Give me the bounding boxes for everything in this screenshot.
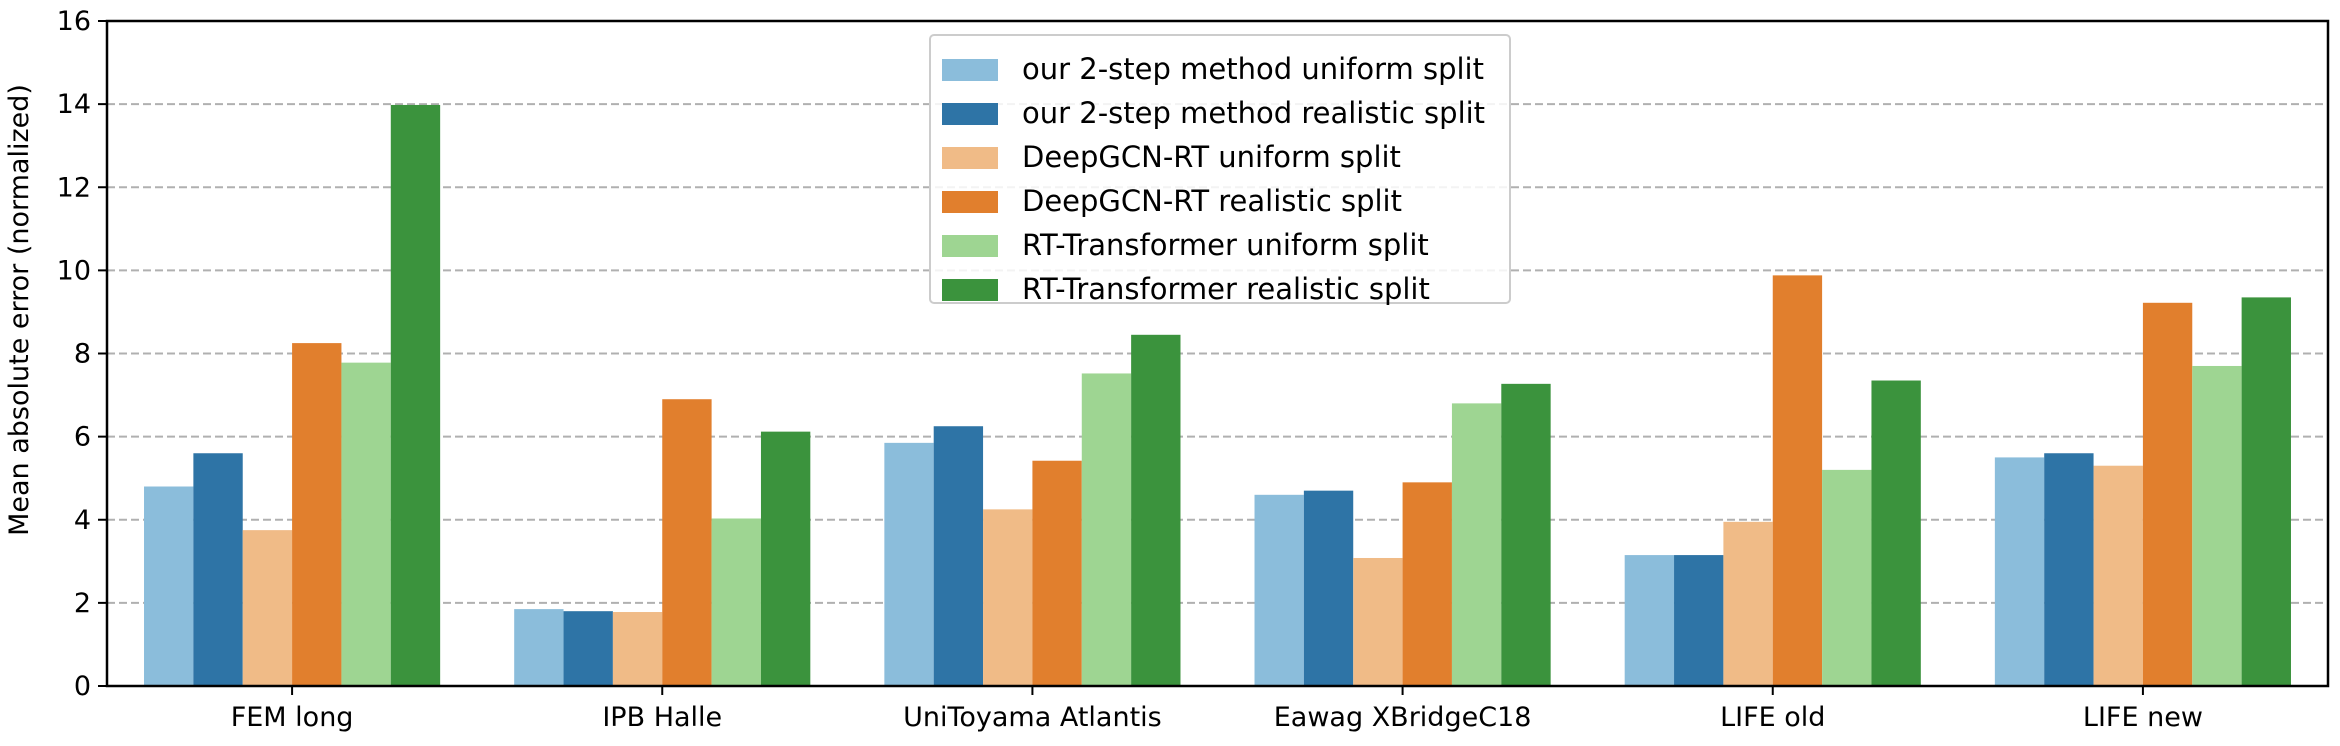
bar (711, 518, 761, 686)
bar (662, 399, 712, 686)
bar (612, 612, 663, 686)
bars (144, 104, 2291, 687)
x-tick-label: LIFE old (1720, 702, 1825, 733)
bar (1772, 275, 1823, 686)
legend-label: DeepGCN-RT uniform split (1022, 140, 1401, 174)
bar (563, 611, 613, 686)
bar (1994, 457, 2045, 686)
y-tick-label: 16 (57, 6, 91, 37)
bar (1624, 555, 1675, 686)
bar (242, 530, 293, 686)
legend-label: DeepGCN-RT realistic split (1022, 184, 1402, 218)
legend-label: RT-Transformer realistic split (1022, 272, 1430, 306)
x-tick-label: UniToyama Atlantis (903, 702, 1162, 733)
x-tick-label: FEM long (231, 702, 354, 733)
legend-swatch (942, 279, 998, 301)
bar (2093, 465, 2143, 686)
bar (1081, 373, 1132, 686)
x-tick-label: IPB Halle (602, 702, 722, 733)
legend-swatch (942, 147, 998, 169)
bar (2142, 302, 2193, 686)
legend-swatch (942, 59, 998, 81)
plot-frame (105, 19, 2330, 688)
y-tick-label: 0 (74, 671, 91, 702)
bar (1501, 383, 1551, 686)
bar (514, 609, 564, 686)
bar (2241, 297, 2291, 686)
legend-swatch (942, 235, 998, 257)
bar (1723, 521, 1773, 686)
bar (1254, 494, 1304, 686)
bar (292, 343, 342, 686)
y-tick-label: 2 (74, 588, 91, 619)
y-tick-label: 10 (57, 255, 91, 286)
bar (1032, 460, 1082, 686)
legend-label: RT-Transformer uniform split (1022, 228, 1429, 262)
y-tick-label: 4 (74, 505, 91, 536)
bar (341, 362, 391, 686)
tick-labels: 0 2 4 6 8 10 12 14 16 FEM long IPB Halle UniToyama … (57, 6, 2203, 733)
y-tick-label: 6 (74, 422, 91, 453)
legend-swatch (942, 191, 998, 213)
y-tick-label: 8 (74, 339, 91, 370)
y-tick-label: 14 (57, 89, 91, 120)
bar (1353, 557, 1403, 686)
x-tick-label: Eawag XBridgeC18 (1274, 702, 1532, 733)
bar (1822, 469, 1872, 686)
bar (2044, 453, 2094, 686)
bar (1131, 334, 1181, 686)
bar (2192, 365, 2242, 686)
y-axis-label: Mean absolute error (normalized) (4, 84, 35, 536)
x-tick-label: LIFE new (2083, 702, 2203, 733)
bar (1402, 482, 1452, 686)
bar (884, 442, 934, 686)
bar (1871, 380, 1921, 686)
bar (1303, 490, 1354, 686)
bar (193, 453, 243, 686)
legend-swatch (942, 103, 998, 125)
bar (1451, 403, 1502, 686)
legend-box (929, 34, 1511, 304)
legend-label: our 2-step method realistic split (1022, 96, 1485, 130)
bar (933, 426, 984, 686)
bar (144, 486, 194, 686)
legend: our 2-step method uniform split our 2-ste… (929, 34, 1511, 306)
legend-label: our 2-step method uniform split (1022, 52, 1484, 86)
bar (1674, 555, 1724, 686)
bar (760, 431, 811, 686)
bar (390, 104, 441, 687)
y-tick-label: 12 (57, 172, 91, 203)
axes (98, 19, 2330, 695)
bar (983, 509, 1033, 686)
